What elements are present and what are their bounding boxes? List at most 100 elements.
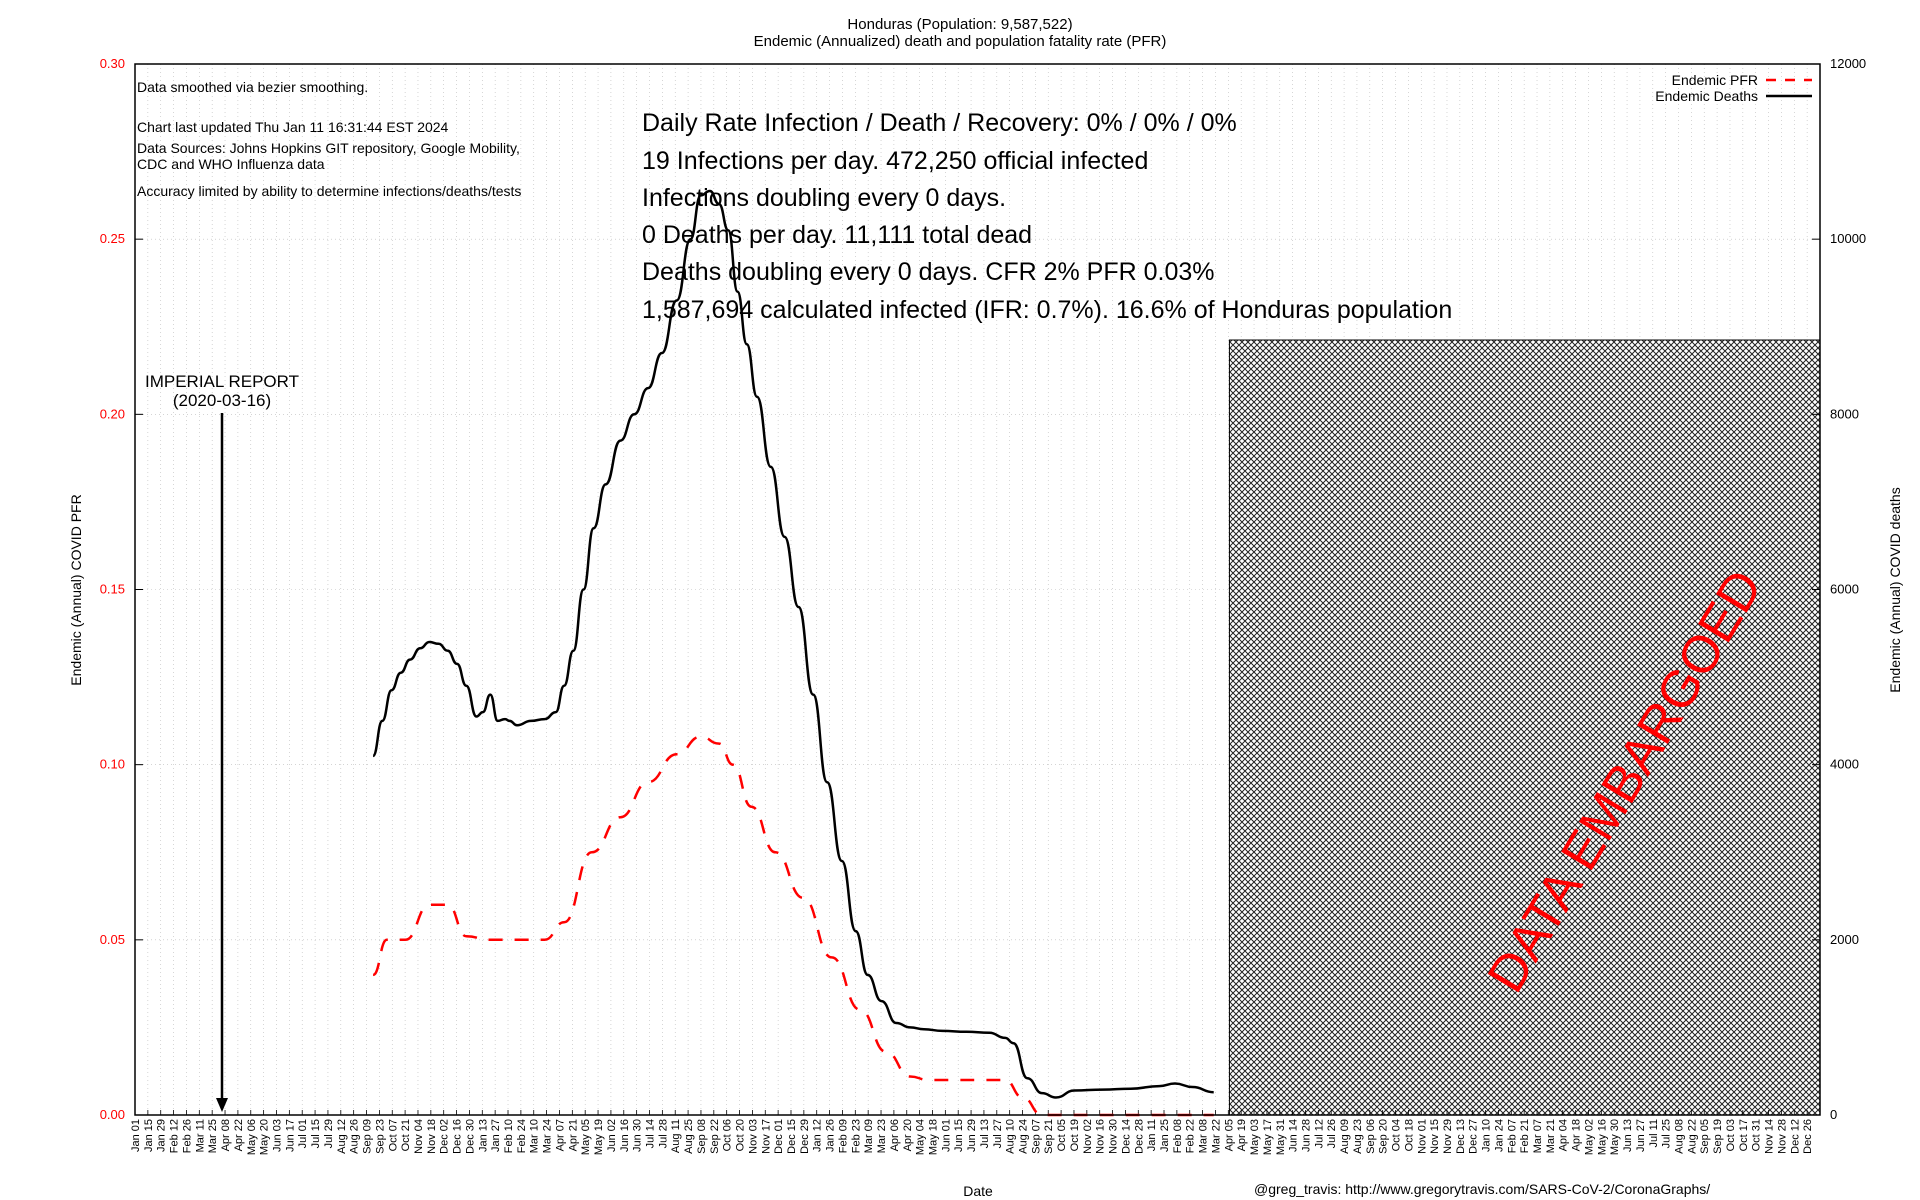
x-tick-label: Aug 10 (1005, 1119, 1017, 1154)
x-tick-label: Oct 05 (1056, 1119, 1068, 1151)
x-tick-label: Dec 16 (452, 1119, 464, 1154)
x-tick-label: May 06 (246, 1119, 258, 1155)
x-tick-label: Jan 25 (1159, 1119, 1171, 1152)
x-tick-label: Jul 29 (323, 1119, 335, 1148)
right-tick-label: 10000 (1830, 231, 1866, 246)
x-tick-label: Apr 05 (1223, 1119, 1235, 1151)
x-tick-label: May 30 (1609, 1119, 1621, 1155)
x-tick-label: May 05 (580, 1119, 592, 1155)
x-tick-label: Apr 21 (567, 1119, 579, 1151)
credit: @greg_travis: http://www.gregorytravis.c… (1254, 1181, 1710, 1197)
x-tick-label: Jul 11 (1648, 1119, 1660, 1148)
x-tick-label: May 04 (915, 1119, 927, 1155)
x-tick-label: Nov 29 (1442, 1119, 1454, 1154)
x-tick-label: Nov 16 (1095, 1119, 1107, 1154)
x-tick-label: Nov 15 (1429, 1119, 1441, 1154)
x-tick-label: Sep 23 (374, 1119, 386, 1154)
x-tick-label: Dec 02 (439, 1119, 451, 1154)
left-tick-label: 0.05 (100, 932, 125, 947)
x-tick-label: Dec 01 (773, 1119, 785, 1154)
x-tick-label: Jul 12 (1313, 1119, 1325, 1148)
series-layer (371, 189, 1214, 1117)
x-tick-label: Nov 01 (1416, 1119, 1428, 1154)
x-tick-label: Jul 25 (1661, 1119, 1673, 1148)
x-tick-label: Mar 21 (1545, 1119, 1557, 1153)
x-tick-label: Jun 15 (953, 1119, 965, 1152)
x-tick-label: Aug 26 (349, 1119, 361, 1154)
x-tick-label: Sep 05 (1699, 1119, 1711, 1154)
annotation-date: (2020-03-16) (173, 391, 271, 410)
series-line-pfr (372, 735, 1214, 1117)
x-tick-label: May 17 (1262, 1119, 1274, 1155)
x-tick-label: Mar 11 (194, 1119, 206, 1152)
x-tick-label: Nov 28 (1776, 1119, 1788, 1154)
x-tick-label: Feb 21 (1519, 1119, 1531, 1153)
x-tick-label: Dec 14 (1120, 1119, 1132, 1154)
x-tick-label: Oct 06 (722, 1119, 734, 1151)
x-tick-label: Oct 17 (1738, 1119, 1750, 1151)
x-tick-label: Sep 19 (1712, 1119, 1724, 1154)
x-axis-ticks: Jan 01 Jan 15 Jan 29 Feb 12 Feb 26 Mar 11 Mar … (130, 1110, 1814, 1155)
right-tick-label: 4000 (1830, 757, 1859, 772)
x-tick-label: Oct 04 (1391, 1119, 1403, 1151)
x-tick-label: Jan 01 (130, 1119, 142, 1152)
x-tick-label: Nov 03 (747, 1119, 759, 1154)
x-tick-label: May 31 (1275, 1119, 1287, 1155)
x-tick-label: Apr 19 (1236, 1119, 1248, 1151)
x-tick-label: Jun 16 (619, 1119, 631, 1152)
x-tick-label: Nov 04 (413, 1119, 425, 1154)
right-tick-label: 12000 (1830, 56, 1866, 71)
x-tick-label: Feb 10 (503, 1119, 515, 1153)
left-tick-label: 0.30 (100, 56, 125, 71)
left-tick-label: 0.25 (100, 231, 125, 246)
x-tick-label: Jul 27 (992, 1119, 1004, 1148)
x-tick-label: Mar 24 (542, 1119, 554, 1153)
x-tick-label: Oct 31 (1751, 1119, 1763, 1151)
x-tick-label: Jul 26 (1326, 1119, 1338, 1148)
x-tick-label: Jun 02 (606, 1119, 618, 1152)
right-tick-label: 0 (1830, 1107, 1837, 1122)
annotation-arrow-head (216, 1098, 228, 1112)
x-tick-label: Apr 20 (902, 1119, 914, 1151)
x-tick-label: Mar 23 (876, 1119, 888, 1153)
x-tick-label: Jun 27 (1635, 1119, 1647, 1152)
x-tick-label: Oct 20 (735, 1119, 747, 1151)
embargo-region (1228, 339, 1821, 1116)
series-line-deaths (371, 189, 1214, 1099)
embargo-hatch (1228, 339, 1821, 1116)
x-tick-label: Oct 21 (400, 1119, 412, 1151)
left-tick-label: 0.00 (100, 1107, 125, 1122)
note-sources-2: CDC and WHO Influenza data (137, 156, 325, 172)
x-tick-label: Dec 29 (799, 1119, 811, 1154)
x-tick-label: Dec 27 (1468, 1119, 1480, 1154)
x-tick-label: Dec 12 (1789, 1119, 1801, 1154)
x-tick-label: Jul 13 (979, 1119, 991, 1148)
x-tick-label: Jun 28 (1300, 1119, 1312, 1152)
x-tick-label: Dec 26 (1802, 1119, 1814, 1154)
right-tick-label: 2000 (1830, 932, 1859, 947)
x-tick-label: Jul 15 (310, 1119, 322, 1148)
right-axis-ticks: 0 2000 4000 6000 8000 10000 12000 (1812, 56, 1866, 1122)
stat-rates: Daily Rate Infection / Death / Recovery:… (642, 109, 1237, 137)
note-sources-1: Data Sources: Johns Hopkins GIT reposito… (137, 140, 520, 156)
x-tick-label: Jun 29 (966, 1119, 978, 1152)
x-tick-label: Jan 13 (477, 1119, 489, 1152)
x-tick-label: Feb 22 (1185, 1119, 1197, 1153)
x-tick-label: Jul 14 (645, 1119, 657, 1148)
note-smoothing: Data smoothed via bezier smoothing. (137, 79, 368, 95)
stat-infection-doubling: Infections doubling every 0 days. (642, 184, 1006, 212)
x-tick-label: May 03 (1249, 1119, 1261, 1155)
x-tick-label: Feb 12 (169, 1119, 181, 1153)
x-tick-label: Dec 30 (464, 1119, 476, 1154)
x-tick-label: Jun 14 (1288, 1119, 1300, 1152)
x-tick-label: Aug 09 (1339, 1119, 1351, 1154)
note-accuracy: Accuracy limited by ability to determine… (137, 183, 521, 199)
x-tick-label: Jun 17 (284, 1119, 296, 1152)
y-axis-right-label: Endemic (Annual) COVID deaths (1887, 487, 1903, 692)
x-tick-label: May 02 (1583, 1119, 1595, 1155)
x-tick-label: May 19 (593, 1119, 605, 1155)
x-tick-label: Jan 15 (143, 1119, 155, 1152)
x-tick-label: Jan 24 (1493, 1119, 1505, 1152)
x-tick-label: Sep 09 (362, 1119, 374, 1154)
x-tick-label: Dec 28 (1133, 1119, 1145, 1154)
